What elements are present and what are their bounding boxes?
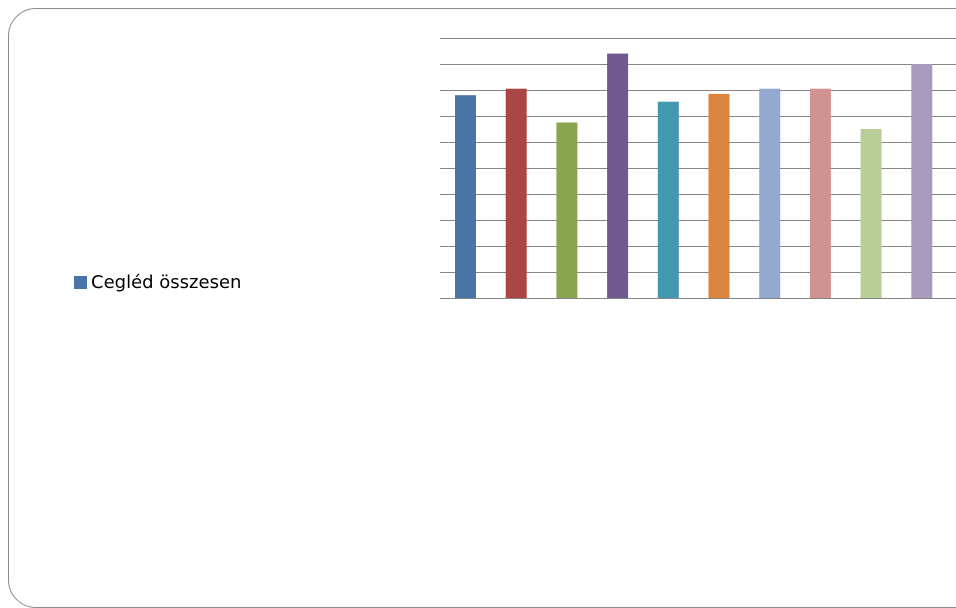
bar-2 (505, 88, 527, 298)
legend-label: Cegléd összesen (91, 272, 242, 293)
bar-6 (708, 93, 730, 299)
bar-1 (455, 95, 476, 298)
bar-chart (440, 38, 956, 299)
legend-swatch (74, 276, 87, 289)
chart-legend: Cegléd összesen (74, 272, 241, 293)
slide-frame (8, 8, 956, 608)
bar-10 (911, 64, 933, 298)
bar-8 (809, 88, 831, 298)
bar-4 (607, 53, 629, 298)
bar-5 (657, 101, 679, 298)
bar-3 (556, 122, 578, 298)
bar-7 (759, 88, 781, 298)
chart-bars (455, 53, 933, 299)
bar-9 (860, 129, 882, 298)
